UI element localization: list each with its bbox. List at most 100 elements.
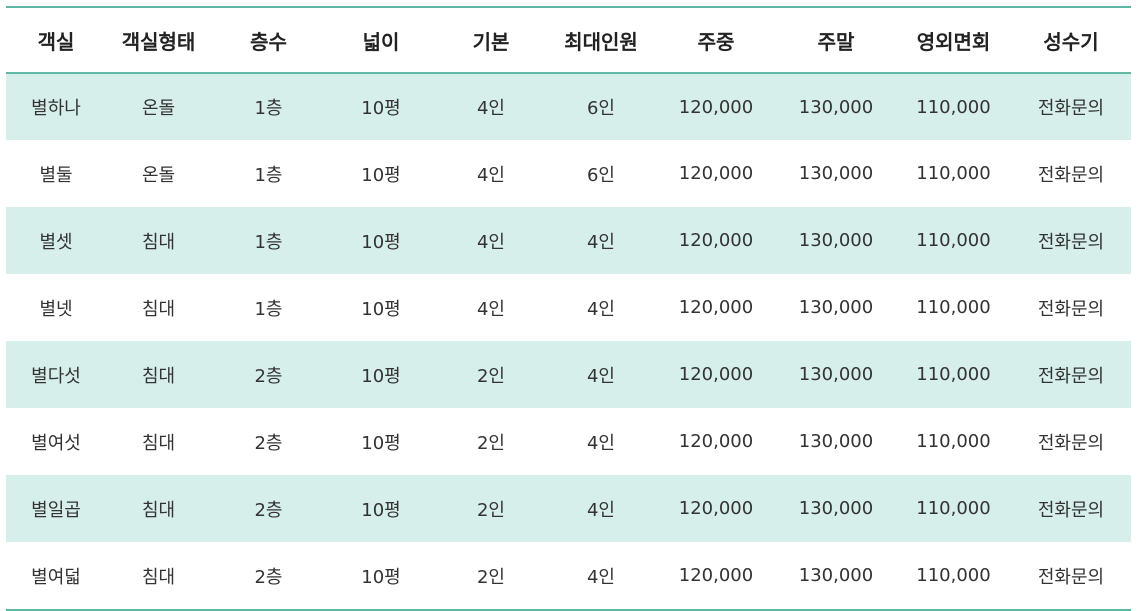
cell-floor: 2층 bbox=[211, 542, 326, 609]
cell-area: 10평 bbox=[326, 475, 436, 542]
table-row: 별넷 침대 1층 10평 4인 4인 120,000 130,000 110,000 전화문의 bbox=[6, 274, 1131, 341]
cell-base-occupancy: 4인 bbox=[436, 140, 546, 207]
cell-weekend-rate: 130,000 bbox=[776, 408, 896, 475]
table-header: 객실 객실형태 층수 넓이 기본 최대인원 주중 주말 영외면회 성수기 bbox=[6, 8, 1131, 74]
header-weekday-rate: 주중 bbox=[656, 8, 776, 74]
cell-peak-season: 전화문의 bbox=[1011, 341, 1131, 408]
cell-weekday-rate: 120,000 bbox=[656, 207, 776, 274]
cell-area: 10평 bbox=[326, 73, 436, 140]
cell-base-occupancy: 2인 bbox=[436, 341, 546, 408]
cell-weekend-rate: 130,000 bbox=[776, 274, 896, 341]
header-floor: 층수 bbox=[211, 8, 326, 74]
table-row: 별여덟 침대 2층 10평 2인 4인 120,000 130,000 110,000 전화문의 bbox=[6, 542, 1131, 609]
cell-base-occupancy: 2인 bbox=[436, 408, 546, 475]
header-area: 넓이 bbox=[326, 8, 436, 74]
cell-weekend-rate: 130,000 bbox=[776, 140, 896, 207]
cell-room-name: 별일곱 bbox=[6, 475, 106, 542]
cell-peak-season: 전화문의 bbox=[1011, 274, 1131, 341]
cell-visit-rate: 110,000 bbox=[896, 73, 1011, 140]
cell-floor: 2층 bbox=[211, 408, 326, 475]
cell-weekend-rate: 130,000 bbox=[776, 542, 896, 609]
header-room: 객실 bbox=[6, 8, 106, 74]
cell-max-occupancy: 4인 bbox=[546, 341, 656, 408]
cell-max-occupancy: 4인 bbox=[546, 475, 656, 542]
cell-room-type: 침대 bbox=[106, 542, 211, 609]
cell-max-occupancy: 4인 bbox=[546, 542, 656, 609]
cell-visit-rate: 110,000 bbox=[896, 408, 1011, 475]
cell-visit-rate: 110,000 bbox=[896, 140, 1011, 207]
cell-base-occupancy: 2인 bbox=[436, 475, 546, 542]
cell-area: 10평 bbox=[326, 341, 436, 408]
cell-weekday-rate: 120,000 bbox=[656, 341, 776, 408]
cell-max-occupancy: 6인 bbox=[546, 73, 656, 140]
cell-area: 10평 bbox=[326, 274, 436, 341]
cell-room-type: 침대 bbox=[106, 207, 211, 274]
cell-visit-rate: 110,000 bbox=[896, 475, 1011, 542]
cell-area: 10평 bbox=[326, 542, 436, 609]
cell-peak-season: 전화문의 bbox=[1011, 475, 1131, 542]
cell-room-name: 별여덟 bbox=[6, 542, 106, 609]
cell-room-name: 별하나 bbox=[6, 73, 106, 140]
cell-weekend-rate: 130,000 bbox=[776, 475, 896, 542]
cell-floor: 2층 bbox=[211, 341, 326, 408]
room-rate-table-container: 객실 객실형태 층수 넓이 기본 최대인원 주중 주말 영외면회 성수기 별하나… bbox=[6, 6, 1131, 611]
header-peak-season: 성수기 bbox=[1011, 8, 1131, 74]
cell-visit-rate: 110,000 bbox=[896, 274, 1011, 341]
cell-weekday-rate: 120,000 bbox=[656, 408, 776, 475]
cell-floor: 1층 bbox=[211, 274, 326, 341]
cell-floor: 1층 bbox=[211, 207, 326, 274]
cell-visit-rate: 110,000 bbox=[896, 542, 1011, 609]
cell-weekday-rate: 120,000 bbox=[656, 140, 776, 207]
cell-weekend-rate: 130,000 bbox=[776, 341, 896, 408]
header-room-type: 객실형태 bbox=[106, 8, 211, 74]
cell-max-occupancy: 4인 bbox=[546, 207, 656, 274]
table-row: 별둘 온돌 1층 10평 4인 6인 120,000 130,000 110,000 전화문의 bbox=[6, 140, 1131, 207]
cell-weekend-rate: 130,000 bbox=[776, 73, 896, 140]
cell-room-type: 침대 bbox=[106, 274, 211, 341]
header-base-occupancy: 기본 bbox=[436, 8, 546, 74]
cell-weekday-rate: 120,000 bbox=[656, 274, 776, 341]
cell-weekday-rate: 120,000 bbox=[656, 475, 776, 542]
cell-peak-season: 전화문의 bbox=[1011, 542, 1131, 609]
cell-weekday-rate: 120,000 bbox=[656, 73, 776, 140]
table-row: 별다섯 침대 2층 10평 2인 4인 120,000 130,000 110,000 전화문의 bbox=[6, 341, 1131, 408]
table-row: 별일곱 침대 2층 10평 2인 4인 120,000 130,000 110,000 전화문의 bbox=[6, 475, 1131, 542]
cell-area: 10평 bbox=[326, 140, 436, 207]
cell-floor: 1층 bbox=[211, 73, 326, 140]
cell-room-name: 별다섯 bbox=[6, 341, 106, 408]
cell-max-occupancy: 4인 bbox=[546, 408, 656, 475]
cell-visit-rate: 110,000 bbox=[896, 207, 1011, 274]
cell-weekend-rate: 130,000 bbox=[776, 207, 896, 274]
cell-peak-season: 전화문의 bbox=[1011, 73, 1131, 140]
cell-weekday-rate: 120,000 bbox=[656, 542, 776, 609]
cell-peak-season: 전화문의 bbox=[1011, 207, 1131, 274]
cell-floor: 2층 bbox=[211, 475, 326, 542]
cell-peak-season: 전화문의 bbox=[1011, 140, 1131, 207]
cell-room-type: 온돌 bbox=[106, 140, 211, 207]
cell-room-name: 별셋 bbox=[6, 207, 106, 274]
cell-peak-season: 전화문의 bbox=[1011, 408, 1131, 475]
cell-visit-rate: 110,000 bbox=[896, 341, 1011, 408]
header-weekend-rate: 주말 bbox=[776, 8, 896, 74]
cell-base-occupancy: 4인 bbox=[436, 274, 546, 341]
cell-room-name: 별여섯 bbox=[6, 408, 106, 475]
header-visit-rate: 영외면회 bbox=[896, 8, 1011, 74]
table-row: 별하나 온돌 1층 10평 4인 6인 120,000 130,000 110,000 전화문의 bbox=[6, 73, 1131, 140]
cell-base-occupancy: 4인 bbox=[436, 207, 546, 274]
cell-room-type: 침대 bbox=[106, 408, 211, 475]
cell-room-type: 침대 bbox=[106, 475, 211, 542]
cell-area: 10평 bbox=[326, 408, 436, 475]
cell-area: 10평 bbox=[326, 207, 436, 274]
header-max-occupancy: 최대인원 bbox=[546, 8, 656, 74]
cell-room-name: 별둘 bbox=[6, 140, 106, 207]
cell-room-name: 별넷 bbox=[6, 274, 106, 341]
cell-base-occupancy: 2인 bbox=[436, 542, 546, 609]
table-body: 별하나 온돌 1층 10평 4인 6인 120,000 130,000 110,000 전화문의 별… bbox=[6, 73, 1131, 609]
header-row: 객실 객실형태 층수 넓이 기본 최대인원 주중 주말 영외면회 성수기 bbox=[6, 8, 1131, 74]
room-rate-table: 객실 객실형태 층수 넓이 기본 최대인원 주중 주말 영외면회 성수기 별하나… bbox=[6, 8, 1131, 609]
cell-max-occupancy: 6인 bbox=[546, 140, 656, 207]
cell-base-occupancy: 4인 bbox=[436, 73, 546, 140]
table-row: 별여섯 침대 2층 10평 2인 4인 120,000 130,000 110,000 전화문의 bbox=[6, 408, 1131, 475]
cell-max-occupancy: 4인 bbox=[546, 274, 656, 341]
cell-room-type: 온돌 bbox=[106, 73, 211, 140]
